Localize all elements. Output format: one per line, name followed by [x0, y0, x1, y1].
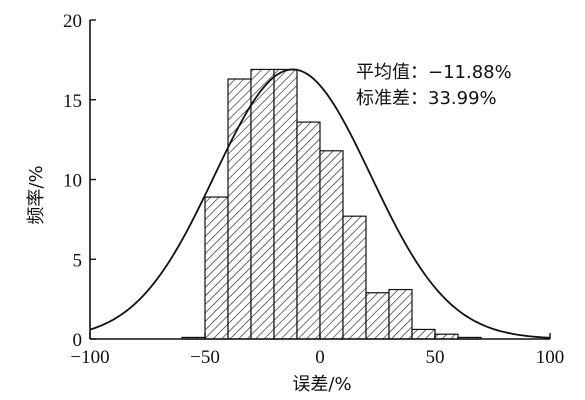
x-tick-label: −100: [70, 347, 109, 368]
x-ticks: −100 −50 0 50 100: [70, 333, 564, 368]
histogram-bar: [388, 288, 413, 340]
histogram-bar: [342, 215, 367, 340]
x-tick-label: 100: [536, 347, 565, 368]
y-tick-label: 5: [73, 250, 83, 271]
y-tick-label: 20: [63, 11, 82, 32]
x-axis-label: 误差/%: [292, 374, 351, 395]
histogram-bar: [296, 121, 321, 340]
mean-annotation: 平均值：−11.88%: [356, 62, 512, 83]
histogram-bar: [319, 150, 344, 340]
histogram-bar: [411, 328, 436, 340]
normal-fit-curve: [89, 68, 551, 339]
y-tick-label: 10: [63, 171, 82, 192]
histogram-bar: [365, 292, 390, 340]
std-annotation: 标准差：33.99%: [356, 88, 497, 109]
y-tick-label: 15: [63, 91, 82, 112]
x-tick-label: −50: [190, 347, 220, 368]
histogram-bar: [227, 78, 252, 340]
histogram-bar: [250, 68, 275, 340]
histogram-bar: [273, 68, 298, 340]
y-axis-label: 频率/%: [26, 165, 47, 224]
x-tick-label: 0: [315, 347, 325, 368]
x-tick-label: 50: [426, 347, 445, 368]
histogram-bar: [204, 196, 229, 340]
y-ticks: 0 5 10 15 20: [63, 11, 96, 351]
y-tick-label: 0: [73, 330, 83, 351]
histogram-bars: [181, 68, 482, 340]
